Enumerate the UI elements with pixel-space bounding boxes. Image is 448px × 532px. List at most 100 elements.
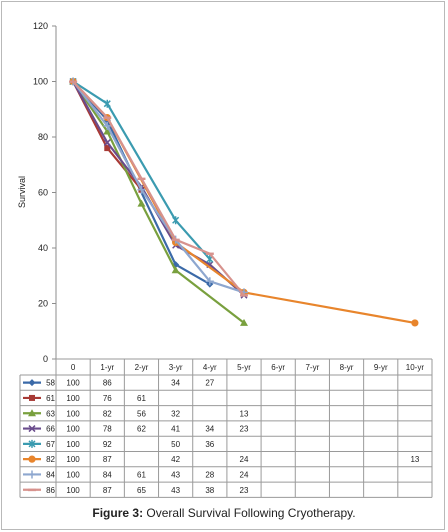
point-marker	[240, 318, 248, 326]
point-marker	[137, 185, 146, 194]
point-marker	[103, 121, 112, 130]
table-cell-value: 34	[171, 379, 180, 388]
legend-series-name: 61	[46, 394, 55, 403]
point-marker	[172, 216, 180, 225]
x-category-label: 9-yr	[374, 363, 388, 372]
series-line-84	[72, 80, 245, 294]
legend-series-name: 58	[46, 379, 55, 388]
point-marker	[103, 139, 111, 147]
table-cell-value: 100	[66, 394, 80, 403]
y-axis-label: Survival	[17, 176, 27, 208]
point-marker	[205, 252, 214, 255]
point-marker	[137, 199, 146, 207]
table-cell-value: 100	[66, 486, 80, 495]
table-cell-value: 86	[103, 379, 112, 388]
legend-series-name: 63	[46, 409, 55, 418]
survival-chart: 0 20 40 60 80 100 120 Survival 0 1-yr 2-yr 3-yr 4-yr…	[17, 21, 433, 498]
series-line-86	[72, 80, 245, 296]
table-cell-value: 76	[103, 394, 112, 403]
point-marker	[240, 294, 248, 297]
point-marker	[28, 470, 36, 479]
x-category-label: 2-yr	[135, 363, 149, 372]
point-marker	[103, 127, 112, 135]
y-tick-label: 120	[33, 21, 48, 31]
legend-series-name: 66	[46, 425, 55, 434]
table-cell-value: 62	[137, 425, 146, 434]
point-marker	[28, 455, 36, 463]
point-marker	[29, 394, 35, 401]
x-category-label: 0	[71, 363, 76, 372]
point-marker	[103, 116, 112, 119]
point-marker	[28, 425, 36, 433]
table-cell-value: 24	[240, 470, 249, 479]
x-category-label: 4-yr	[203, 363, 217, 372]
point-marker	[69, 80, 78, 83]
legend-series-name: 67	[46, 440, 55, 449]
series-line-63	[72, 80, 245, 324]
point-marker	[103, 99, 111, 108]
table-cell-value: 23	[240, 425, 249, 434]
legend-series-name: 82	[46, 455, 55, 464]
table-cell-value: 87	[103, 455, 112, 464]
table-cell-value: 82	[103, 409, 112, 418]
table-cell-value: 27	[205, 379, 214, 388]
table-cell-value: 24	[240, 455, 249, 464]
point-marker	[171, 266, 180, 274]
point-marker	[205, 277, 214, 286]
table-cell-value: 100	[66, 470, 80, 479]
table-cell-value: 100	[66, 425, 80, 434]
table-cell-value: 36	[205, 440, 214, 449]
table-cell-value: 43	[171, 470, 180, 479]
table-cell-value: 56	[137, 409, 146, 418]
point-marker	[137, 177, 146, 181]
table-cell-value: 100	[66, 409, 80, 418]
y-tick-label: 60	[38, 188, 48, 198]
table-cell-value: 23	[240, 486, 249, 495]
y-tick-label: 0	[43, 354, 48, 364]
y-tick-label: 40	[38, 243, 48, 253]
y-tick-label: 100	[33, 77, 48, 87]
legend-series-name: 86	[46, 486, 55, 495]
table-cell-value: 42	[171, 455, 180, 464]
table-cell-value: 61	[137, 394, 146, 403]
table-cell-value: 92	[103, 440, 112, 449]
point-marker	[28, 488, 36, 492]
x-category-label: 3-yr	[169, 363, 183, 372]
table-cell-value: 100	[66, 440, 80, 449]
x-category-label: 5-yr	[237, 363, 251, 372]
table-cell-value: 13	[240, 409, 249, 418]
table-cell-value: 13	[410, 455, 419, 464]
x-category-label: 10-yr	[406, 363, 425, 372]
figure-caption: Figure 3: Overall Survival Following Cry…	[0, 506, 448, 520]
x-category-label: 7-yr	[305, 363, 319, 372]
point-marker	[171, 238, 180, 242]
point-marker	[28, 409, 36, 417]
legend-series-name: 84	[46, 470, 55, 479]
point-marker	[28, 439, 36, 448]
y-tick-label: 80	[38, 132, 48, 142]
caption-text: Overall Survival Following Cryotherapy.	[146, 506, 356, 520]
table-cell-value: 28	[205, 470, 214, 479]
table-cell-value: 43	[171, 486, 180, 495]
x-category-label: 6-yr	[271, 363, 285, 372]
table-cell-value: 87	[103, 486, 112, 495]
table-cell-value: 78	[103, 425, 112, 434]
x-category-label: 1-yr	[100, 363, 114, 372]
table-cell-value: 100	[66, 455, 80, 464]
table-cell-value: 50	[171, 440, 180, 449]
point-marker	[411, 319, 419, 327]
x-category-label: 8-yr	[340, 363, 354, 372]
table-cell-value: 34	[205, 425, 214, 434]
point-marker	[28, 379, 36, 387]
point-marker	[104, 145, 111, 152]
table-cell-value: 38	[205, 486, 214, 495]
series-line-67	[72, 80, 211, 260]
table-cell-value: 65	[137, 486, 146, 495]
caption-label: Figure 3:	[92, 506, 144, 520]
table-cell-value: 100	[66, 379, 80, 388]
table-cell-value: 32	[171, 409, 180, 418]
table-cell-value: 61	[137, 470, 146, 479]
table-cell-value: 41	[171, 425, 180, 434]
table-cell-value: 84	[103, 470, 112, 479]
